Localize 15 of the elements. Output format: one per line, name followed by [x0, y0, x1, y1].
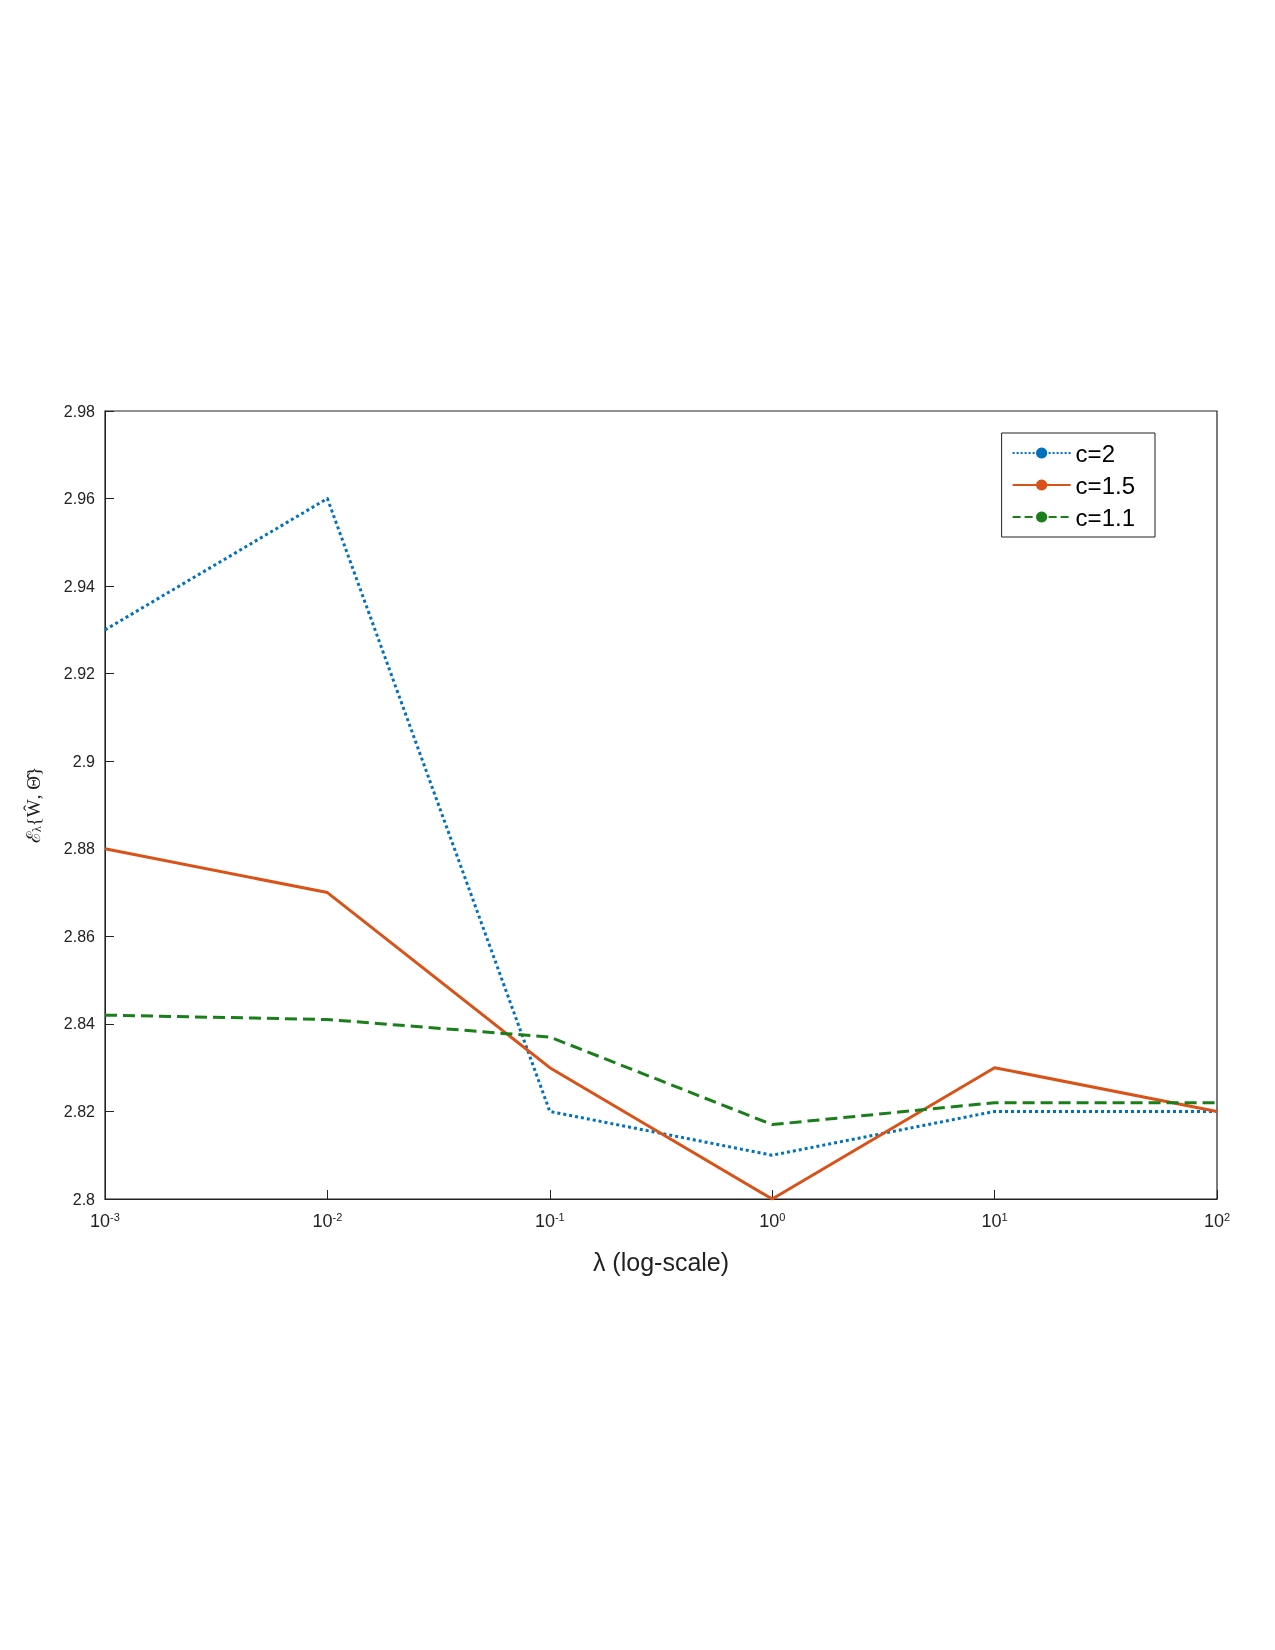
y-tick-label: 2.9: [72, 752, 96, 770]
y-tick-label: 2.86: [63, 927, 96, 945]
y-tick-label: 2.88: [63, 840, 96, 858]
legend-label: c=1.5: [1075, 471, 1136, 499]
y-tick-label: 2.98: [63, 402, 96, 420]
y-tick-label: 2.92: [63, 665, 96, 683]
y-tick-label: 2.94: [63, 577, 96, 595]
y-tick-label: 2.8: [72, 1190, 96, 1208]
x-axis-title: λ (log-scale): [592, 1247, 730, 1276]
legend-label: c=2: [1075, 439, 1115, 467]
y-axis-title: ℰλ{Ŵ, Θ̂}: [22, 766, 44, 844]
y-tick-label: 2.96: [63, 490, 96, 508]
y-tick-label: 2.82: [63, 1102, 96, 1120]
y-tick-label: 2.84: [63, 1015, 96, 1033]
legend-label: c=1.1: [1075, 503, 1136, 531]
